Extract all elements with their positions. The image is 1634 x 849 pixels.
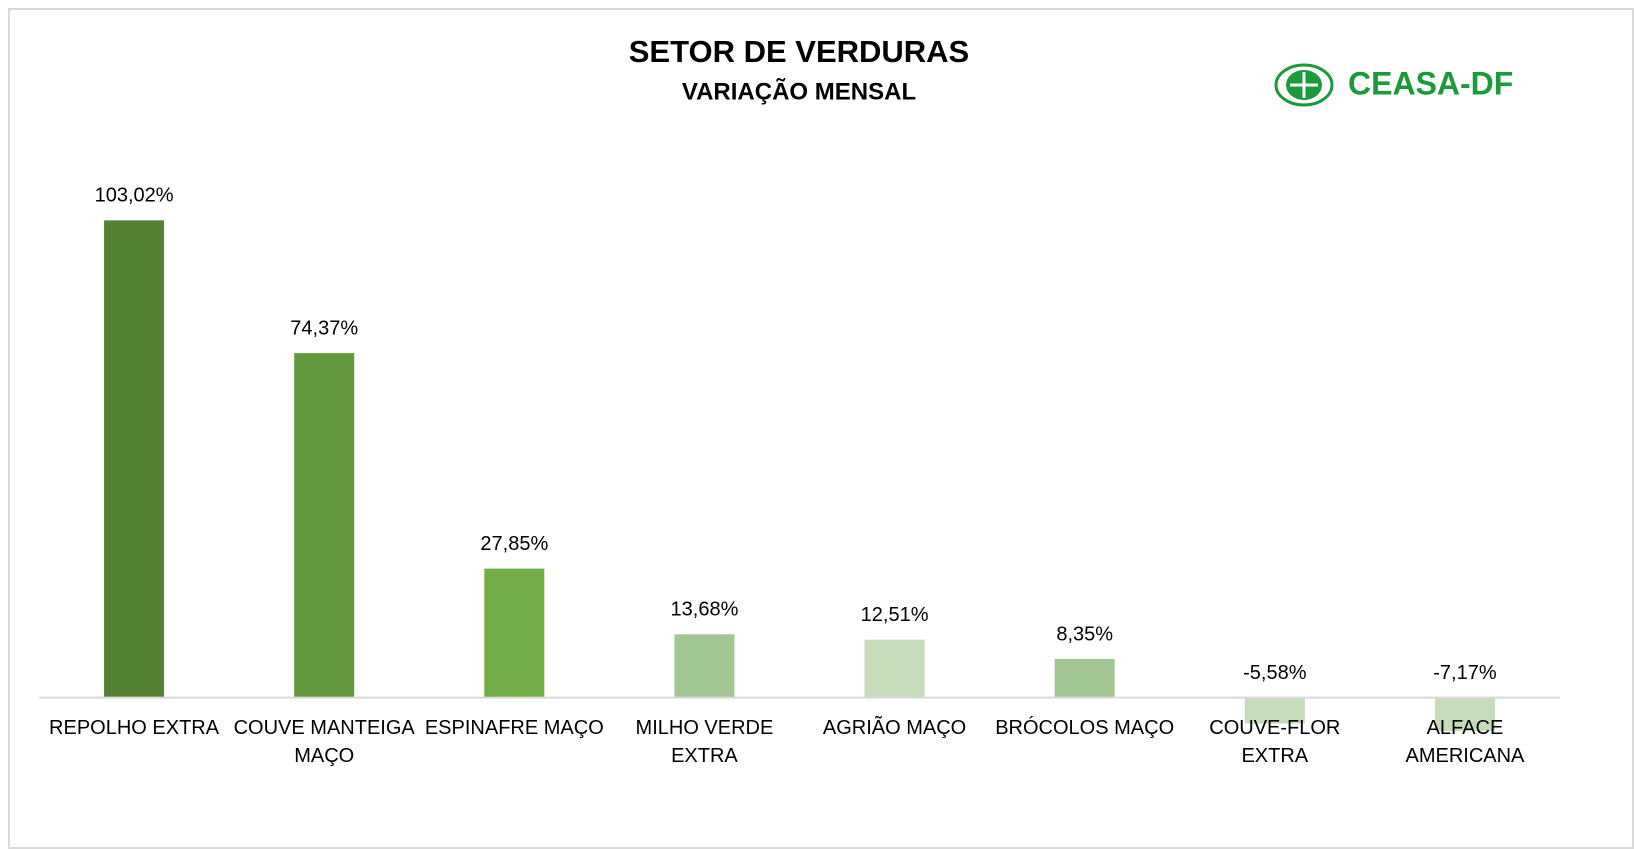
bar — [1054, 658, 1115, 698]
bar — [674, 634, 735, 698]
logo-ring — [1274, 63, 1334, 107]
x-tick-label: MILHO VERDE EXTRA — [635, 716, 774, 767]
bar — [864, 639, 925, 698]
chart-subtitle: VARIAÇÃO MENSAL — [682, 77, 916, 105]
bar — [484, 568, 545, 698]
x-tick-label: ESPINAFRE MAÇO — [424, 716, 604, 739]
x-tick-label: AGRIÃO MAÇO — [822, 716, 967, 739]
data-label: 74,37% — [290, 317, 358, 339]
data-label: 8,35% — [1056, 623, 1113, 645]
bar — [104, 220, 165, 698]
data-label: 27,85% — [480, 533, 548, 555]
x-tick-label: COUVE MANTEIGA MAÇO — [233, 716, 415, 767]
chart-border — [8, 8, 1634, 849]
x-tick-label: COUVE-FLOR EXTRA — [1209, 716, 1341, 767]
data-label: -5,58% — [1243, 662, 1307, 684]
logo: CEASA-DF — [1274, 63, 1513, 107]
bar — [1434, 697, 1495, 731]
x-tick-label: BRÓCOLOS MAÇO — [995, 716, 1175, 739]
data-label: 12,51% — [861, 604, 929, 626]
x-tick-label: ALFACE AMERICANA — [1405, 716, 1525, 767]
logo-cross — [1290, 72, 1318, 98]
data-label: 13,68% — [671, 599, 739, 621]
bar — [1244, 697, 1305, 724]
bar — [294, 353, 355, 698]
data-label: -7,17% — [1433, 662, 1497, 684]
logo-text: CEASA-DF — [1348, 65, 1513, 101]
x-tick-label: REPOLHO EXTRA — [49, 716, 220, 739]
chart-title: SETOR DE VERDURAS — [629, 34, 970, 69]
data-label: 103,02% — [95, 185, 174, 207]
